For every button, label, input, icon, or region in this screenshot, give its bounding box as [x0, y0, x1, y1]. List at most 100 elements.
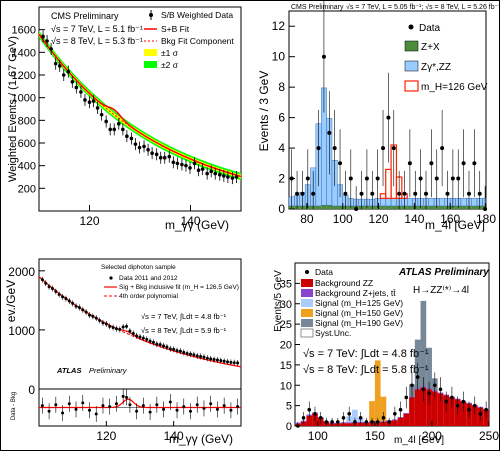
bar-signal	[385, 168, 392, 199]
data-point	[129, 136, 134, 141]
bar-signal	[379, 193, 387, 199]
data-point	[434, 176, 439, 181]
bar-zx	[326, 205, 332, 209]
data-point	[74, 304, 78, 308]
legend-marker-sig150	[301, 309, 313, 317]
legend-entry: Z+X	[421, 42, 440, 53]
bar-zx	[471, 205, 478, 209]
data-point	[98, 318, 102, 322]
x-tick-label: 150	[365, 429, 385, 443]
y-tick-label: 1000	[12, 93, 36, 105]
data-point	[77, 305, 81, 309]
legend: Data 2011 and 2012 Sig + Bkg inclusive fi…	[104, 275, 239, 300]
residual-point	[114, 402, 118, 406]
bar-background-zz	[346, 423, 353, 426]
atlas-diphoton-chart: 0 1000 2000 120 140 Selected diphoton sample D…	[4, 258, 242, 446]
x-tick-label: 140	[164, 429, 184, 443]
data-point	[402, 191, 407, 196]
legend-marker-sig190	[301, 319, 313, 327]
bar-background-zz	[431, 391, 438, 426]
data-point	[427, 391, 431, 396]
data-point	[125, 134, 129, 138]
chart-title: CMS Preliminary	[291, 4, 344, 11]
data-point	[461, 161, 466, 166]
bar-background-zz	[306, 415, 313, 426]
data-point	[67, 299, 71, 303]
bar-zx	[380, 205, 386, 209]
y-tick-label: 10	[280, 380, 292, 392]
data-point	[185, 352, 189, 356]
data-point	[47, 285, 51, 289]
legend-entry: Signal (m_H=150 GeV)	[315, 308, 403, 318]
data-point	[318, 416, 323, 420]
residual-point	[182, 405, 186, 409]
data-point	[226, 175, 230, 179]
residual-point	[195, 403, 199, 407]
y-tick-label: 1400	[12, 47, 36, 59]
data-point	[178, 349, 182, 353]
data-point	[311, 191, 316, 196]
data-point	[138, 335, 142, 339]
data-point	[229, 360, 233, 364]
residual-point	[175, 408, 179, 412]
residual-point	[189, 409, 192, 413]
data-point	[404, 395, 409, 400]
data-point	[398, 407, 403, 412]
data-point	[137, 145, 142, 150]
data-point	[150, 151, 154, 155]
lumi-label: √s = 7 TeV, L = 5.05 fb⁻¹; √s = 8 TeV, L…	[346, 3, 500, 11]
legend-marker-zz	[301, 279, 313, 287]
data-point	[199, 355, 203, 358]
legend-marker-zx	[404, 40, 419, 52]
data-point	[327, 130, 332, 135]
data-point	[316, 146, 321, 151]
y-tick-label: 2	[278, 172, 285, 186]
bar-zx	[460, 205, 467, 209]
data-point	[57, 292, 61, 296]
data-point	[83, 98, 87, 102]
residual-point	[101, 404, 105, 408]
data-point	[467, 407, 471, 412]
data-point	[116, 121, 121, 126]
x-axis-label: m_4l [GeV]	[394, 435, 444, 446]
chart-title: CMS Preliminary	[51, 11, 119, 21]
data-point	[101, 321, 105, 325]
x-tick-label: 160	[440, 212, 460, 226]
atlas-label: ATLAS	[56, 366, 81, 375]
data-point	[74, 85, 79, 90]
data-point	[440, 146, 445, 151]
bar-background-zz	[420, 387, 427, 426]
chart-title: ATLAS Preliminary	[398, 267, 489, 278]
data-point	[386, 115, 391, 120]
data-point	[66, 69, 71, 74]
legend-entry: Signal (m_H=190 GeV)	[315, 318, 403, 328]
data-point	[450, 176, 455, 181]
data-point	[53, 61, 58, 66]
data-point	[71, 301, 75, 305]
bar-background-zz	[380, 421, 387, 426]
residual-point	[128, 403, 132, 407]
data-point	[91, 99, 96, 103]
y-tick-label: 4	[278, 141, 285, 155]
legend-marker-signal	[404, 80, 419, 92]
legend-entry: ±1 σ	[161, 48, 179, 58]
y-tick-label: 20	[280, 340, 292, 352]
data-point	[324, 420, 329, 424]
data-point	[381, 416, 386, 420]
bar-signal-150	[380, 396, 387, 422]
bar-background-zz	[414, 389, 421, 426]
legend-entry: Zγ*,ZZ	[421, 62, 451, 73]
data-point	[171, 160, 176, 165]
data-point	[155, 342, 159, 346]
data-point	[57, 64, 62, 68]
data-point	[111, 326, 115, 330]
bkg-fit-line	[38, 33, 242, 177]
data-point	[343, 191, 348, 196]
data-point	[64, 297, 68, 301]
data-point	[415, 375, 420, 379]
legend-entry: Background ZZ	[315, 278, 373, 288]
bar-zz	[390, 198, 397, 207]
lumi-label: √s = 7 TeV: ∫Ldt = 4.8 fb⁻¹	[303, 348, 429, 360]
data-point	[330, 420, 334, 424]
residual-point	[215, 407, 219, 411]
